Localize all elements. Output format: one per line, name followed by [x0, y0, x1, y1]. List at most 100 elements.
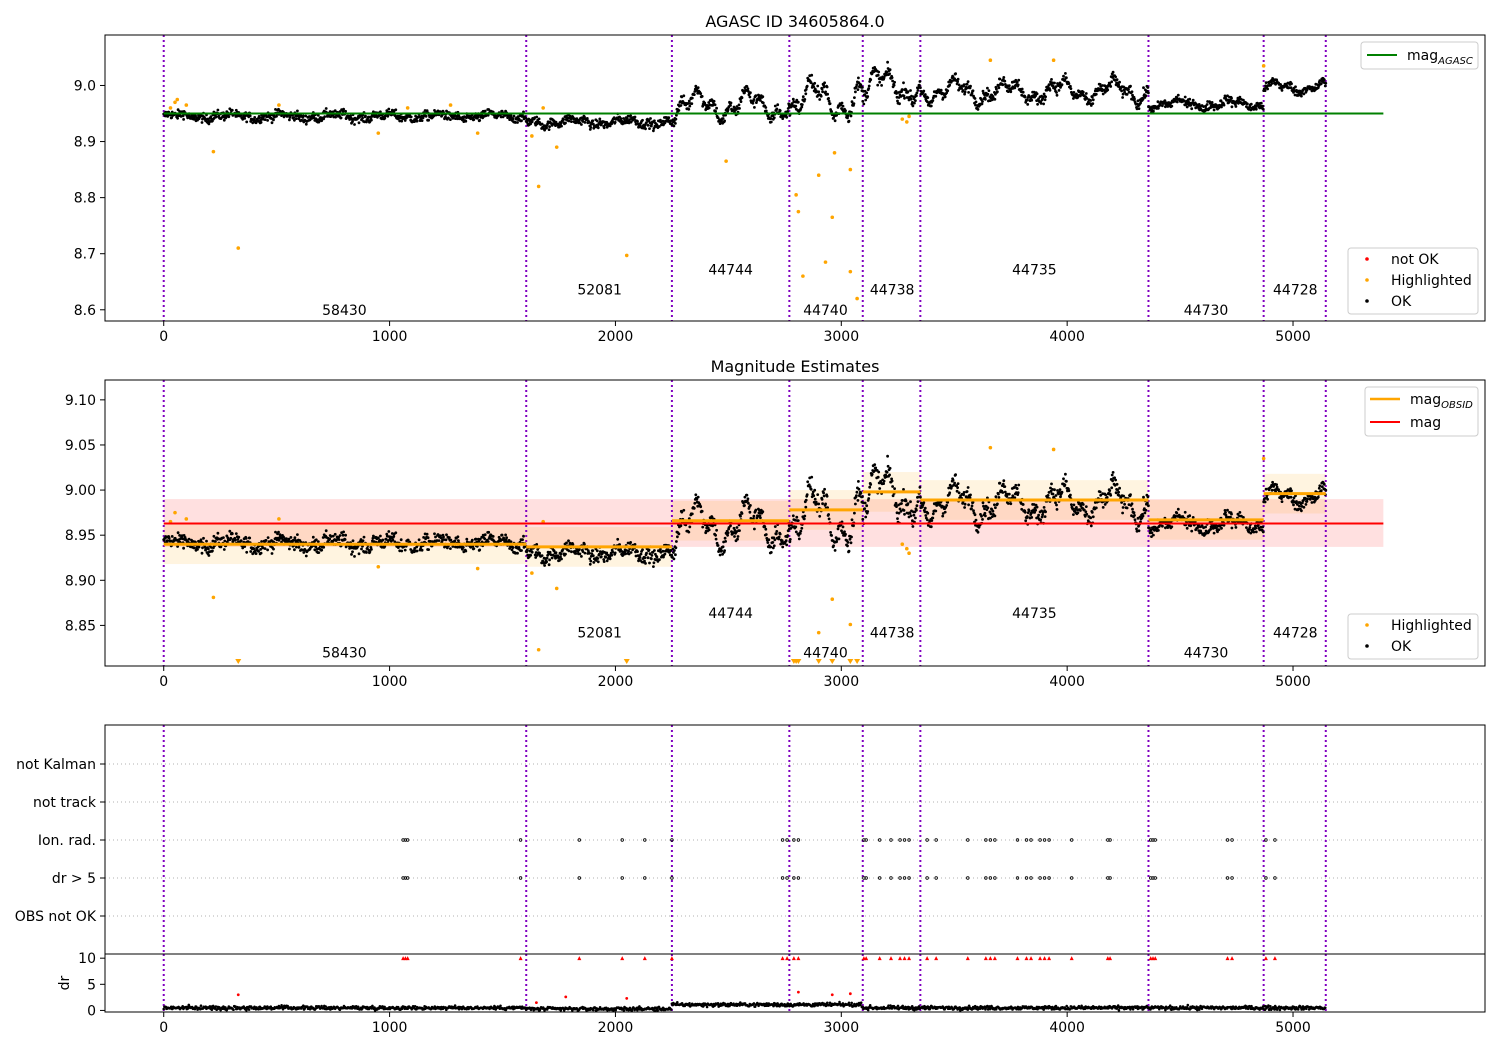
ok-point — [710, 516, 714, 519]
ok-point — [1085, 512, 1089, 516]
highlighted-point — [536, 647, 541, 652]
ok-point — [1007, 84, 1011, 88]
ok-point — [669, 549, 673, 552]
ok-point — [676, 535, 679, 539]
ok-point — [853, 96, 856, 99]
ok-point — [825, 494, 829, 498]
ok-point — [687, 107, 691, 111]
ok-point — [997, 496, 1001, 499]
ok-point — [1141, 97, 1145, 101]
ok-point — [379, 534, 382, 538]
x-tick-label: 2000 — [598, 329, 634, 345]
ok-point — [729, 101, 733, 105]
highlighted-point — [554, 145, 559, 149]
ok-point — [1021, 90, 1025, 94]
ok-point — [472, 118, 476, 121]
ok-point — [771, 541, 775, 544]
ok-point — [1249, 102, 1253, 106]
ok-point — [648, 552, 652, 556]
ok-point — [769, 117, 773, 120]
highlighted-point — [1051, 58, 1056, 63]
ok-point — [981, 518, 984, 521]
ok-point — [608, 557, 612, 561]
ok-point — [602, 126, 606, 130]
ok-point — [688, 525, 692, 529]
ok-point — [695, 498, 699, 501]
ok-point — [680, 510, 684, 514]
ok-point — [720, 549, 723, 552]
ok-point — [754, 94, 758, 97]
ok-point — [844, 532, 847, 536]
flag-marker — [1108, 838, 1112, 842]
ok-point — [461, 546, 465, 549]
ok-point — [1091, 98, 1095, 102]
ok-point — [836, 527, 840, 531]
ok-point — [1024, 519, 1028, 523]
ok-point — [878, 487, 882, 490]
ok-point — [840, 101, 844, 105]
ok-point — [824, 502, 827, 506]
ok-point — [955, 489, 959, 493]
ok-point — [729, 524, 732, 528]
ok-point — [688, 104, 692, 108]
ok-point — [996, 90, 999, 94]
ok-point — [1310, 89, 1314, 93]
ok-point — [956, 77, 960, 81]
ok-point — [806, 480, 810, 484]
y-tick-label: 9.0 — [74, 78, 96, 94]
ok-point — [848, 537, 852, 541]
flag-marker — [577, 838, 582, 842]
ok-point — [916, 89, 920, 92]
ok-point — [1110, 486, 1114, 490]
ok-point — [885, 470, 889, 474]
ok-point — [946, 500, 950, 504]
ok-point — [1015, 80, 1019, 84]
ok-point — [1115, 78, 1119, 81]
ok-point — [1060, 490, 1064, 494]
ok-point — [1125, 93, 1129, 96]
ok-point — [244, 537, 248, 540]
ok-point — [854, 90, 857, 94]
ok-point — [567, 539, 570, 543]
ok-point — [707, 528, 711, 532]
ok-point — [1016, 491, 1020, 495]
ok-point — [202, 536, 205, 540]
ok-point — [931, 516, 935, 520]
ok-point — [344, 109, 347, 113]
ok-point — [977, 525, 981, 529]
ok-point — [201, 546, 204, 550]
ok-point — [1035, 92, 1039, 96]
ok-point — [673, 549, 676, 552]
ok-point — [715, 541, 719, 545]
ok-point — [968, 496, 972, 500]
ok-point — [1230, 105, 1234, 109]
ok-point — [970, 507, 973, 511]
ok-point — [1035, 505, 1039, 509]
ok-point — [930, 519, 934, 522]
ok-point — [893, 80, 896, 84]
ok-point — [1270, 488, 1274, 492]
ok-point — [1102, 88, 1106, 92]
ok-point — [946, 89, 950, 93]
magnitude-estimates-panel: Magnitude Estimates 58430520814474444740… — [65, 357, 1486, 690]
ok-point — [829, 531, 832, 534]
ok-point — [622, 117, 625, 120]
ok-point — [530, 550, 534, 554]
flag-marker — [1029, 876, 1033, 880]
ok-point — [1048, 88, 1052, 92]
ok-point — [349, 114, 352, 118]
ok-point — [480, 540, 484, 544]
legend-agasc-bottom: not OK Highlighted OK — [1347, 247, 1479, 315]
ok-point — [209, 115, 213, 119]
ok-point — [512, 114, 516, 118]
ok-point — [1079, 509, 1082, 512]
ok-point — [993, 503, 996, 507]
ok-point — [627, 549, 630, 553]
ok-point — [895, 505, 898, 508]
ok-point — [963, 92, 966, 96]
ok-point — [745, 493, 749, 497]
ok-point — [629, 114, 632, 118]
ok-point — [827, 517, 831, 521]
y-tick-label: 9.10 — [65, 393, 96, 409]
